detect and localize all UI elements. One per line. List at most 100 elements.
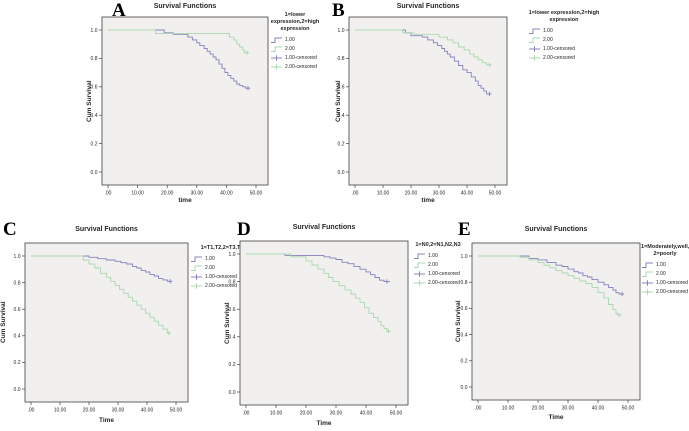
x-tick-label: 20.00 xyxy=(532,406,545,412)
legend-entry-label: 1.00-censored xyxy=(543,45,575,52)
y-tick-label: 0.6 xyxy=(338,85,345,91)
x-tick-label: 40.00 xyxy=(461,191,474,197)
y-tick-label: 0.2 xyxy=(14,360,21,366)
censored-mark-1.00 xyxy=(245,86,251,91)
x-tick-label: 10.00 xyxy=(270,411,283,417)
legend-symbol-glyph xyxy=(271,37,282,43)
x-axis-label: Time xyxy=(98,417,115,424)
legend-entry-label: 1.00 xyxy=(543,27,553,34)
legend: 1=Moderately,well, 2=poorly 1.00 2.00 1.00… xyxy=(641,244,689,297)
legend-censored-symbol xyxy=(271,54,282,61)
y-tick-label: 0.0 xyxy=(229,390,236,396)
legend-symbol-glyph xyxy=(271,63,282,70)
legend-entry-label: 2.00-censored xyxy=(285,63,317,70)
censored-mark-1.00 xyxy=(619,291,625,297)
legend-line-symbol xyxy=(414,262,425,268)
panel-b: B Survival Functions 1.0 0.8 0.6 0.4 0.2 0.0.… xyxy=(327,0,607,216)
legend-symbol-glyph xyxy=(642,279,653,286)
legend-line-symbol xyxy=(642,271,653,277)
x-tick-label: 30.00 xyxy=(112,408,125,414)
legend-censored-symbol xyxy=(414,271,425,277)
panel-letter: C xyxy=(3,219,17,240)
legend-line-symbol xyxy=(271,46,282,52)
legend-symbol-glyph xyxy=(642,262,653,268)
x-tick-label: .00 xyxy=(28,408,35,414)
survival-plot: 1.0 0.8 0.6 0.4 0.2 0.0 .00 10.00 20.00 30.00 40.0… xyxy=(91,16,269,197)
y-axis-label: Cum Survival xyxy=(335,80,342,122)
y-tick-label: 1.0 xyxy=(461,254,468,260)
legend-entry: 1.00-censored xyxy=(528,45,600,53)
legend-symbol-glyph xyxy=(529,45,540,52)
x-tick-label: 50.00 xyxy=(390,411,403,417)
censored-mark-1.00 xyxy=(384,279,390,284)
legend-entry: 2.00 xyxy=(270,45,320,53)
x-tick-label: 10.00 xyxy=(377,191,390,197)
legend: 1=lower expression,2=high expression 1.0… xyxy=(528,10,600,63)
y-tick-label: 1.0 xyxy=(91,28,98,34)
censored-mark-1.00 xyxy=(168,279,173,284)
legend-title: 1=lower expression,2=high expression xyxy=(270,12,320,32)
legend-symbol-glyph xyxy=(191,283,202,289)
chart-title: Survival Functions xyxy=(153,3,217,10)
x-tick-label: .00 xyxy=(105,191,112,197)
legend-symbol-glyph xyxy=(414,280,425,286)
legend-symbol-glyph xyxy=(414,271,425,277)
survival-plot: 1.0 0.8 0.6 0.4 0.2 0.0 .00 10.00 20.00 30.00 40.0… xyxy=(338,16,508,197)
legend-entry-label: 2.00-censored xyxy=(543,54,575,61)
panel-e: E Survival Functions 1.0 0.8 0.6 0.4 0.2 0.0.… xyxy=(452,218,689,431)
x-tick-label: 10.00 xyxy=(54,408,67,414)
x-tick-label: 20.00 xyxy=(161,191,174,197)
legend-censored-symbol xyxy=(414,280,425,286)
y-tick-label: 0.8 xyxy=(14,280,21,286)
legend: 1=lower expression,2=high expression 1.0… xyxy=(270,12,320,72)
legend-line-symbol xyxy=(191,256,202,262)
x-tick-label: 50.00 xyxy=(622,406,635,412)
x-tick-label: 10.00 xyxy=(502,406,515,412)
legend-entry-label: 1.00 xyxy=(285,36,295,43)
chart-title: Survival Functions xyxy=(292,224,356,231)
legend-symbol-glyph xyxy=(414,253,425,259)
censored-mark-2.00 xyxy=(616,312,622,318)
y-tick-label: 0.4 xyxy=(91,113,98,119)
legend-entry: 2.00-censored xyxy=(528,54,600,62)
x-tick-label: 10.00 xyxy=(131,191,144,197)
x-tick-label: 40.00 xyxy=(592,406,605,412)
y-tick-label: 0.6 xyxy=(229,307,236,313)
y-axis-label: Cum Survival xyxy=(0,301,7,344)
y-tick-label: 0.2 xyxy=(229,362,236,368)
legend-entries: 1.00 2.00 1.00-censored 2.00-censored xyxy=(270,36,320,71)
survival-curve-2.00 xyxy=(108,29,249,54)
x-tick-label: 50.00 xyxy=(250,191,263,197)
survival-curve-2.00 xyxy=(478,255,622,316)
survival-curve-1.00 xyxy=(478,255,624,295)
legend-entry: 2.00 xyxy=(528,36,600,44)
x-axis-label: Time xyxy=(316,420,332,427)
legend-censored-symbol xyxy=(191,274,202,280)
legend-title: 1=N0,2=N1,N2,N3 xyxy=(415,242,461,248)
x-tick-label: 20.00 xyxy=(405,191,418,197)
legend-symbol-glyph xyxy=(414,262,425,268)
legend-entry: 1.00 xyxy=(641,261,689,269)
legend-censored-symbol xyxy=(642,288,653,295)
censored-mark-2.00 xyxy=(487,62,492,67)
x-tick-label: 30.00 xyxy=(330,411,343,417)
y-tick-label: 0.2 xyxy=(461,359,468,365)
y-tick-label: 0.8 xyxy=(338,56,345,62)
legend-entry-label: 2.00-censored xyxy=(656,288,688,295)
legend-censored-symbol xyxy=(529,54,540,61)
y-axis-label: Cum Survival xyxy=(224,302,231,344)
legend-entry: 2.00-censored xyxy=(641,288,689,296)
x-tick-label: .00 xyxy=(243,411,250,417)
legend-entry: 2.00 xyxy=(641,270,689,278)
y-tick-label: 0.4 xyxy=(338,113,345,119)
y-tick-label: 0.2 xyxy=(338,141,345,147)
legend-line-symbol xyxy=(529,37,540,43)
legend-censored-symbol xyxy=(271,63,282,70)
legend-line-symbol xyxy=(191,265,202,271)
y-tick-label: 0.4 xyxy=(461,332,468,338)
censored-mark-2.00 xyxy=(244,50,250,55)
x-tick-label: 40.00 xyxy=(360,411,373,417)
y-tick-label: 0.0 xyxy=(91,170,98,176)
legend-symbol-glyph xyxy=(271,46,282,52)
